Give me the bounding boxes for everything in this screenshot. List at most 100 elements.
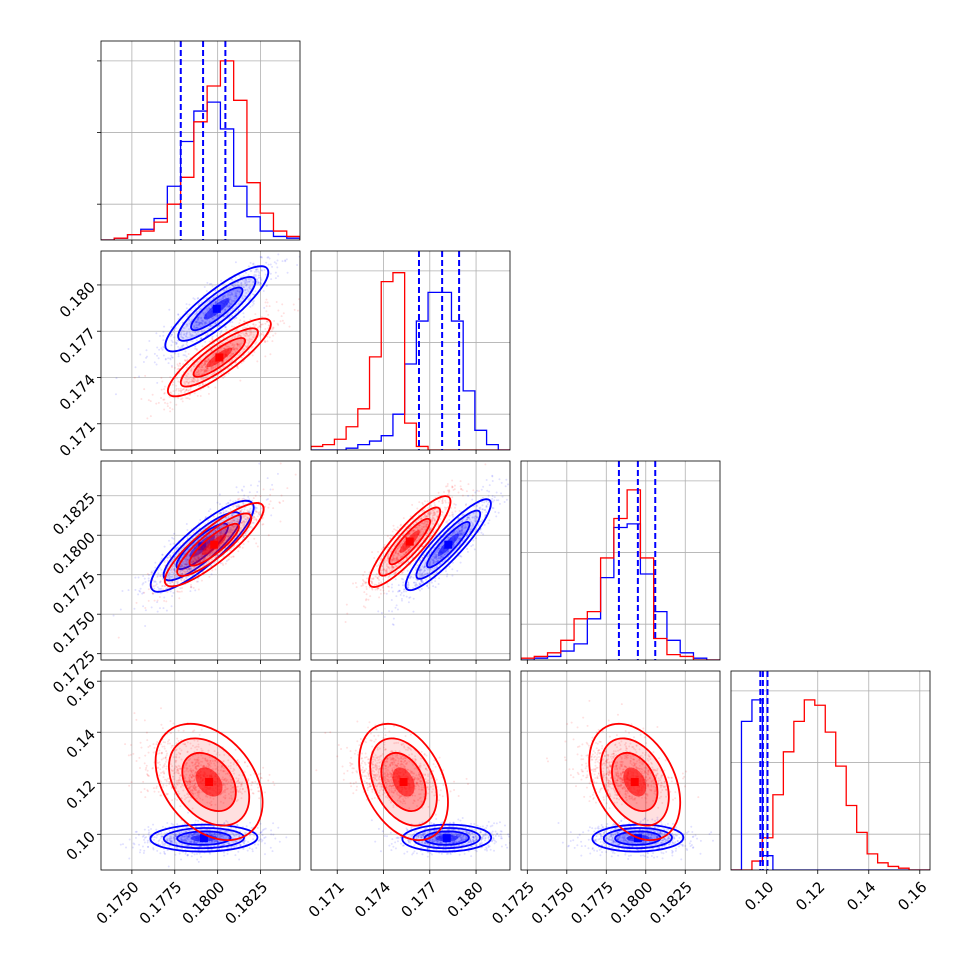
scatter-point bbox=[270, 488, 272, 490]
scatter-point bbox=[476, 490, 478, 492]
scatter-point bbox=[403, 595, 405, 597]
scatter-point bbox=[364, 571, 366, 573]
scatter-point bbox=[446, 575, 448, 577]
scatter-point bbox=[156, 347, 158, 349]
scatter-point bbox=[377, 551, 379, 553]
scatter-point bbox=[267, 314, 269, 316]
scatter-point bbox=[507, 483, 509, 485]
scatter-point bbox=[205, 333, 207, 335]
scatter-point bbox=[165, 358, 167, 360]
scatter-point bbox=[435, 586, 437, 588]
scatter-point bbox=[148, 340, 150, 342]
scatter-point bbox=[211, 569, 213, 571]
scatter-point bbox=[271, 330, 273, 332]
scatter-point bbox=[168, 309, 170, 311]
scatter-point bbox=[253, 351, 255, 353]
scatter-point bbox=[171, 559, 173, 561]
scatter-point bbox=[219, 503, 221, 505]
scatter-point bbox=[295, 474, 297, 476]
scatter-point bbox=[498, 478, 500, 480]
scatter-point bbox=[189, 398, 191, 400]
scatter-point bbox=[166, 610, 168, 612]
scatter-point bbox=[253, 538, 255, 540]
scatter-point bbox=[235, 317, 237, 319]
scatter-point bbox=[163, 326, 165, 328]
scatter-point bbox=[472, 544, 474, 546]
scatter-point bbox=[460, 562, 462, 564]
scatter-point bbox=[397, 591, 399, 593]
scatter-point bbox=[216, 335, 218, 337]
scatter-point bbox=[190, 586, 192, 588]
scatter-point bbox=[489, 484, 491, 486]
scatter-point bbox=[209, 508, 211, 510]
scatter-point bbox=[488, 495, 490, 497]
scatter-point bbox=[471, 499, 473, 501]
panel-content bbox=[101, 239, 329, 450]
scatter-point bbox=[254, 313, 256, 315]
scatter-point bbox=[181, 587, 183, 589]
scatter-point bbox=[242, 312, 244, 314]
scatter-point bbox=[224, 375, 226, 377]
scatter-point bbox=[446, 573, 448, 575]
scatter-point bbox=[164, 402, 166, 404]
scatter-point bbox=[484, 524, 486, 526]
scatter-point bbox=[269, 353, 271, 355]
scatter-point bbox=[482, 497, 484, 499]
scatter-point bbox=[194, 392, 196, 394]
scatter-point bbox=[170, 590, 172, 592]
scatter-point bbox=[282, 260, 284, 262]
scatter-point bbox=[197, 297, 199, 299]
scatter-point bbox=[171, 366, 173, 368]
scatter-point bbox=[500, 492, 502, 494]
scatter-point bbox=[296, 242, 298, 244]
scatter-point bbox=[391, 586, 393, 588]
scatter-point bbox=[416, 561, 418, 563]
scatter-point bbox=[175, 404, 177, 406]
scatter-point bbox=[286, 247, 288, 249]
scatter-point bbox=[144, 607, 146, 609]
density-peak bbox=[215, 353, 223, 361]
scatter-point bbox=[260, 256, 262, 258]
scatter-point bbox=[283, 322, 285, 324]
scatter-point bbox=[259, 495, 261, 497]
scatter-point bbox=[197, 395, 199, 397]
scatter-point bbox=[241, 498, 243, 500]
scatter-point bbox=[178, 597, 180, 599]
scatter-point bbox=[395, 607, 397, 609]
scatter-point bbox=[499, 503, 501, 505]
scatter-point bbox=[492, 495, 494, 497]
scatter-point bbox=[158, 349, 160, 351]
scatter-point bbox=[213, 515, 215, 517]
scatter-point bbox=[498, 512, 500, 514]
scatter-point bbox=[145, 581, 147, 583]
scatter-point bbox=[267, 498, 269, 500]
scatter-point bbox=[462, 495, 464, 497]
scatter-point bbox=[271, 340, 273, 342]
scatter-point bbox=[243, 543, 245, 545]
scatter-point bbox=[448, 519, 450, 521]
scatter-point bbox=[169, 561, 171, 563]
scatter-point bbox=[253, 300, 255, 302]
scatter-point bbox=[266, 340, 268, 342]
scatter-point bbox=[154, 562, 156, 564]
scatter-point bbox=[229, 500, 231, 502]
scatter-point bbox=[181, 548, 183, 550]
scatter-point bbox=[277, 473, 279, 475]
scatter-point bbox=[271, 266, 273, 268]
scatter-point bbox=[307, 253, 309, 255]
scatter-point bbox=[233, 318, 235, 320]
scatter-point bbox=[237, 550, 239, 552]
scatter-point bbox=[275, 277, 277, 279]
scatter-point bbox=[270, 514, 272, 516]
scatter-point bbox=[253, 263, 255, 265]
scatter-point bbox=[220, 280, 222, 282]
scatter-point bbox=[146, 417, 148, 419]
axes-frame bbox=[311, 251, 510, 450]
panel-2-0 bbox=[97, 461, 300, 664]
scatter-point bbox=[150, 572, 152, 574]
scatter-point bbox=[145, 349, 147, 351]
scatter-point bbox=[474, 492, 476, 494]
scatter-point bbox=[148, 577, 150, 579]
scatter-point bbox=[222, 377, 224, 379]
scatter-point bbox=[267, 507, 269, 509]
